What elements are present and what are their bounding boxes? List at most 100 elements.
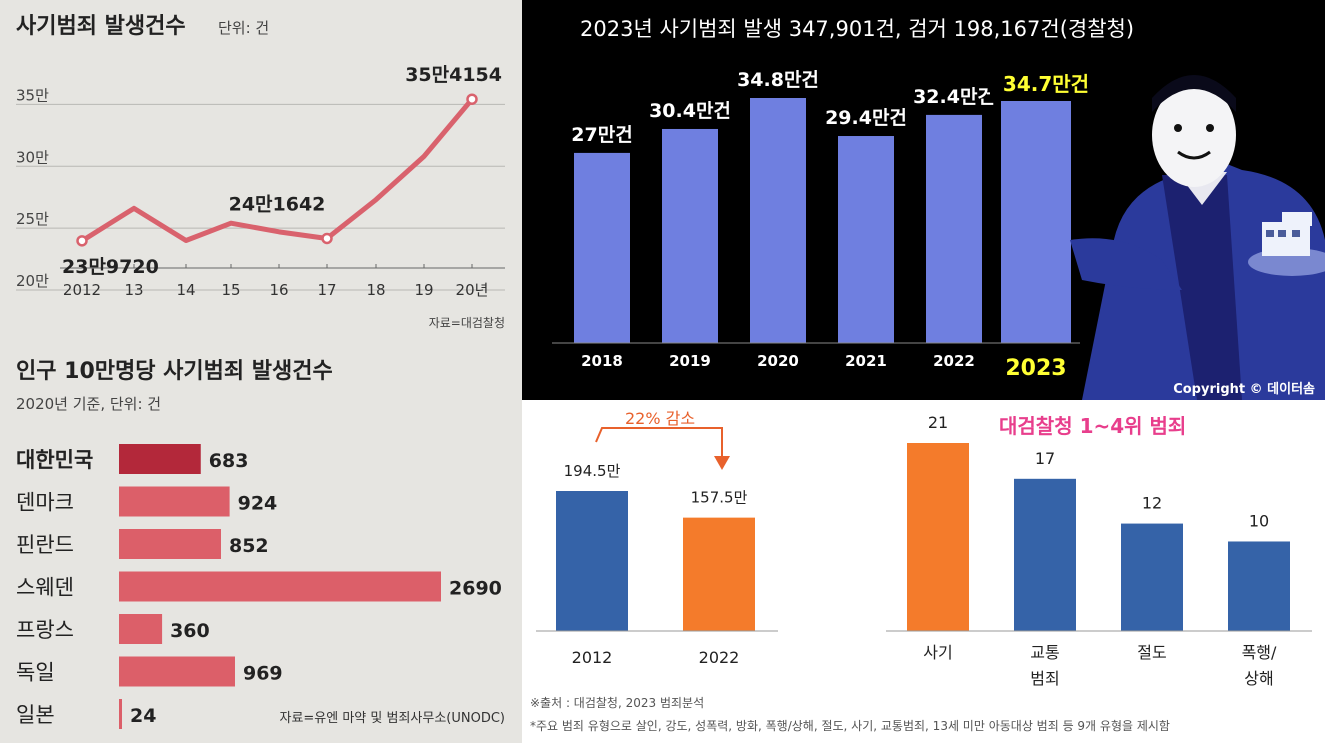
- line-y-tick-label: 25만: [16, 210, 49, 228]
- line-x-tick-label: 13: [124, 281, 143, 299]
- line-x-tick-label: 19: [414, 281, 433, 299]
- hbar-value-label: 852: [229, 535, 269, 557]
- line-data-label: 35만4154: [405, 64, 502, 86]
- crime-type-value-label: 17: [1035, 449, 1055, 468]
- hbar-bar: [119, 444, 201, 474]
- bar-chart-title: 2023년 사기범죄 발생 347,901건, 검거 198,167건(경찰청): [580, 17, 1134, 41]
- highlight-label-box: [990, 65, 1126, 101]
- year-bar-value-label: 30.4만건: [649, 100, 731, 122]
- hbar-category-label: 독일: [16, 661, 55, 685]
- crime-type-category-label: 사기: [923, 643, 952, 662]
- bottom-right-charts-panel: 194.5만 2012 157.5만 2022 22% 감소 대검찰청 1~4위 범죄 …: [522, 400, 1325, 743]
- top-right-bar-chart-panel: 2023년 사기범죄 발생 347,901건, 검거 198,167건(경찰청)…: [522, 0, 1325, 400]
- character-face: [1152, 83, 1236, 187]
- year-tick-label: 2019: [669, 352, 711, 370]
- line-x-tick-label: 18: [366, 281, 385, 299]
- line-annotated-point: [466, 93, 478, 105]
- year-bar: [574, 152, 630, 343]
- crime-type-category-label: 절도: [1137, 643, 1166, 662]
- presenter-character-illustration: [1070, 75, 1325, 400]
- line-y-tick-label: 30만: [16, 148, 49, 166]
- line-data-label: 23만9720: [62, 256, 159, 278]
- title-banner: [567, 4, 1300, 51]
- crime-type-category-label: 폭행/: [1242, 643, 1277, 662]
- year-tick-label: 2020: [757, 352, 799, 370]
- line-x-tick-label: 17: [317, 281, 336, 299]
- crime-type-bar: [1228, 541, 1290, 631]
- crime-type-value-label: 10: [1249, 511, 1269, 530]
- hbar-value-label: 360: [170, 620, 210, 642]
- year-tick-label: 2018: [581, 352, 623, 370]
- comparison-category-label: 2012: [572, 648, 613, 667]
- crime-type-value-label: 21: [928, 413, 948, 432]
- hbar-chart-subtitle: 2020년 기준, 단위: 건: [16, 395, 161, 413]
- line-chart-title: 사기범죄 발생건수: [16, 14, 186, 39]
- comparison-bar: [683, 517, 755, 631]
- copyright-text: Copyright © 데이터솜: [1173, 381, 1315, 397]
- hbar-category-label: 일본: [16, 703, 55, 727]
- hbar-value-label: 24: [130, 705, 156, 727]
- hbar-value-label: 683: [209, 450, 249, 472]
- hbar-category-label: 대한민국: [16, 448, 93, 472]
- year-bar-value-label: 29.4만건: [825, 107, 907, 129]
- line-y-tick-label: 20만: [16, 272, 49, 290]
- line-chart-unit: 단위: 건: [218, 19, 269, 37]
- hbar-category-label: 프랑스: [16, 618, 74, 642]
- year-bar-value-label: 34.8만건: [737, 69, 819, 91]
- line-chart-source: 자료=대검찰청: [429, 316, 505, 330]
- crime-type-bar: [907, 443, 969, 631]
- hbar-chart-title: 인구 10만명당 사기범죄 발생건수: [16, 359, 333, 384]
- hbar-bar: [119, 486, 230, 517]
- decrease-arrowhead: [714, 456, 730, 470]
- year-bar-value-label: 27만건: [571, 124, 632, 146]
- hbar-value-label: 969: [243, 663, 283, 685]
- year-bar-value-label: 34.7만건: [1003, 72, 1089, 96]
- year-bar: [750, 98, 806, 343]
- hbar-value-label: 924: [238, 493, 278, 515]
- hbar-category-label: 스웨덴: [16, 576, 74, 600]
- year-bar-value-label: 32.4만건: [913, 86, 995, 108]
- hbar-bar: [119, 529, 221, 559]
- line-annotated-point: [76, 235, 88, 247]
- hbar-bar: [119, 656, 235, 687]
- crime-type-category-label: 교통: [1030, 643, 1059, 662]
- line-x-tick-label: 2012: [63, 281, 101, 299]
- footnote-detail: *주요 범죄 유형으로 살인, 강도, 성폭력, 방화, 폭행/상해, 절도, …: [530, 718, 1170, 733]
- year-bar: [1001, 98, 1071, 343]
- fraud-line-and-country-bar-charts: 사기범죄 발생건수 단위: 건 35만 30만 25만 20만 2012 13 14 15 16…: [16, 14, 505, 729]
- fraud-count-series-line: [80, 97, 474, 243]
- decrease-arrow: [595, 427, 723, 458]
- hbar-chart-source: 자료=유엔 마약 및 범죄사무소(UNODC): [279, 711, 505, 726]
- line-data-label: 24만1642: [229, 193, 326, 215]
- hbar-bar: [119, 614, 163, 644]
- hbar-category-label: 핀란드: [16, 533, 74, 557]
- crime-type-category-label: 상해: [1244, 669, 1273, 688]
- year-tick-label: 2021: [845, 352, 887, 370]
- crime-type-bar: [1121, 523, 1183, 631]
- comparison-value-label: 157.5만: [691, 489, 748, 507]
- year-bar: [838, 136, 894, 343]
- year-tick-label: 2023: [1005, 356, 1066, 381]
- decrease-annotation: 22% 감소: [625, 409, 695, 428]
- top4-chart-title: 대검찰청 1~4위 범죄: [999, 414, 1186, 438]
- left-infographic-panel: 사기범죄 발생건수 단위: 건 35만 30만 25만 20만 2012 13 14 15 16…: [0, 0, 522, 743]
- crime-type-bar: [1014, 478, 1076, 631]
- year-tick-label: 2022: [933, 352, 975, 370]
- hbar-bar: [119, 699, 122, 729]
- line-x-tick-label: 15: [221, 281, 240, 299]
- year-bar: [926, 114, 982, 344]
- hbar-bar: [119, 571, 441, 602]
- line-x-tick-label: 20년: [456, 281, 489, 299]
- line-annotated-point: [321, 232, 333, 245]
- line-x-tick-label: 14: [176, 281, 195, 299]
- hbar-category-label: 덴마크: [16, 491, 74, 515]
- line-y-tick-label: 35만: [16, 86, 49, 104]
- hbar-value-label: 2690: [449, 578, 502, 600]
- highlight-year-box: [998, 345, 1072, 381]
- yearly-fraud-bar-chart: 2023년 사기범죄 발생 347,901건, 검거 198,167건(경찰청)…: [552, 4, 1325, 400]
- crime-type-category-label: 범죄: [1030, 669, 1059, 688]
- footnote-source: ※출처 : 대검찰청, 2023 범죄분석: [530, 696, 704, 710]
- crime-type-value-label: 12: [1142, 494, 1162, 513]
- year-bar: [662, 128, 718, 343]
